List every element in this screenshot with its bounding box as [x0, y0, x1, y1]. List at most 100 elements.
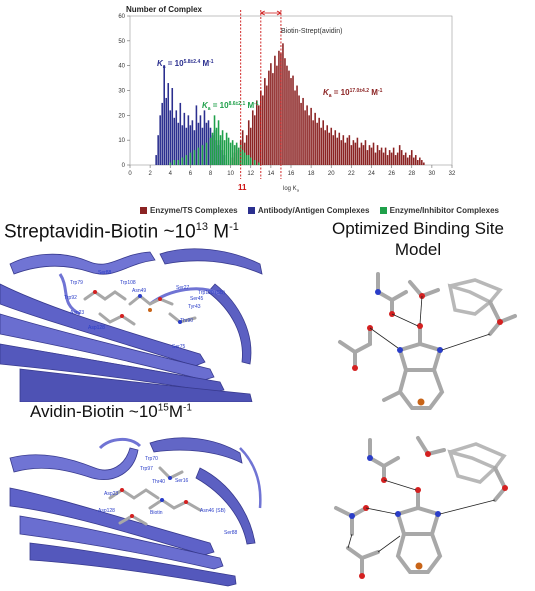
legend-item-enzyme-inhibitor: Enzyme/Inhibitor Complexes	[379, 206, 499, 215]
bar-antibody-antigen	[173, 117, 176, 165]
bar-enzyme-ts	[284, 58, 286, 165]
annotation-biotin-strept: Biotin-Strept(avidin)	[281, 28, 342, 35]
bar-antibody-antigen	[155, 155, 157, 165]
bar-antibody-antigen	[167, 83, 170, 165]
svg-text:Trp97: Trp97	[140, 466, 153, 472]
bar-enzyme-inhibitor	[197, 147, 200, 165]
bar-enzyme-ts	[419, 157, 421, 165]
bar-enzyme-inhibitor	[233, 145, 236, 165]
bar-enzyme-inhibitor	[223, 140, 226, 165]
bar-enzyme-ts	[406, 157, 409, 165]
bar-enzyme-ts	[370, 147, 373, 165]
bar-antibody-antigen	[165, 97, 168, 165]
bar-enzyme-ts	[362, 145, 365, 165]
svg-text:Trp120 (SB): Trp120 (SB)	[198, 290, 225, 296]
bar-enzyme-ts	[274, 55, 276, 165]
y-axis-title: Number of Complex	[126, 5, 203, 14]
x-tick-label: 10	[227, 171, 234, 177]
bar-enzyme-ts	[268, 70, 270, 165]
bar-enzyme-inhibitor	[221, 130, 224, 165]
bar-antibody-antigen	[177, 122, 180, 165]
bar-enzyme-ts	[368, 145, 371, 165]
bar-enzyme-ts	[314, 112, 316, 165]
bar-enzyme-ts	[264, 78, 266, 165]
x-tick-label: 2	[148, 171, 152, 177]
bar-enzyme-ts	[358, 147, 361, 165]
bar-enzyme-ts	[286, 65, 288, 165]
x-tick-label: 30	[429, 171, 436, 177]
svg-text:Asn46 (SB): Asn46 (SB)	[200, 508, 226, 514]
x-tick-label: 0	[128, 171, 132, 177]
svg-text:Trp92: Trp92	[64, 295, 77, 301]
bar-enzyme-ts	[253, 115, 256, 165]
bar-enzyme-ts	[417, 160, 419, 165]
bar-enzyme-ts	[272, 73, 274, 165]
avidin-beta-sheet-ribbons	[9, 437, 262, 587]
bar-enzyme-ts	[364, 140, 367, 165]
bar-enzyme-inhibitor	[173, 160, 176, 165]
legend-swatch-enzyme-inhibitor	[379, 207, 387, 214]
svg-text:Asn23: Asn23	[70, 310, 84, 316]
bar-antibody-antigen	[199, 115, 202, 165]
bar-enzyme-ts	[340, 140, 343, 165]
bar-enzyme-inhibitor	[247, 155, 250, 165]
bar-enzyme-ts	[412, 157, 415, 165]
avidin-biotin-title: Avidin-Biotin ~1015M-1	[30, 402, 192, 421]
bar-enzyme-inhibitor	[189, 152, 192, 165]
bar-enzyme-ts	[378, 150, 381, 165]
bar-enzyme-ts	[316, 122, 318, 165]
bar-enzyme-inhibitor	[193, 150, 196, 165]
bar-enzyme-ts	[282, 43, 284, 165]
y-tick-label: 20	[118, 113, 125, 119]
bar-enzyme-inhibitor	[237, 147, 240, 165]
streptavidin-residue-labels: Ser88 Trp79 Trp92 Trp108 Asn23 Ser27 Ser…	[64, 270, 225, 350]
legend-label-enzyme-ts: Enzyme/TS Complexes	[150, 206, 238, 215]
streptavidin-structure: Ser88 Trp79 Trp92 Trp108 Asn23 Ser27 Ser…	[0, 248, 263, 402]
bar-enzyme-ts	[292, 75, 294, 165]
bar-antibody-antigen	[181, 125, 184, 165]
bar-enzyme-ts	[302, 97, 304, 165]
y-tick-label: 30	[118, 89, 125, 95]
svg-text:Tyr43: Tyr43	[188, 304, 201, 310]
legend-label-antibody-antigen: Antibody/Antigen Complexes	[257, 206, 370, 215]
legend-item-enzyme-ts: Enzyme/TS Complexes	[140, 206, 238, 215]
bar-enzyme-ts	[260, 90, 262, 165]
svg-text:Trp70: Trp70	[145, 456, 158, 462]
legend-swatch-antibody-antigen	[247, 207, 255, 214]
bar-enzyme-inhibitor	[181, 157, 184, 165]
bar-enzyme-ts	[326, 125, 329, 165]
bar-antibody-antigen	[179, 102, 182, 165]
bar-enzyme-ts	[360, 142, 363, 165]
bar-enzyme-ts	[350, 145, 353, 165]
y-tick-label: 50	[118, 39, 125, 45]
bar-antibody-antigen	[203, 110, 206, 165]
bar-enzyme-inhibitor	[231, 140, 234, 165]
annotation-reference-11: 11	[238, 183, 247, 192]
bar-enzyme-ts	[384, 147, 387, 165]
bar-enzyme-ts	[366, 150, 369, 165]
svg-text:Ser45: Ser45	[190, 296, 204, 302]
svg-text:Ser75: Ser75	[172, 344, 186, 350]
bar-enzyme-ts	[334, 130, 337, 165]
bar-antibody-antigen	[189, 125, 192, 165]
bar-antibody-antigen	[159, 115, 161, 165]
x-tick-label: 4	[169, 171, 173, 177]
chart-legend: Enzyme/TS Complexes Antibody/Antigen Com…	[140, 206, 530, 215]
bar-enzyme-inhibitor	[258, 162, 260, 165]
bar-enzyme-ts	[336, 137, 339, 165]
annotation-enzyme-ts-ka: Ka = 1017.0±4.2 M-1	[323, 88, 383, 99]
svg-text:Asn49: Asn49	[132, 288, 146, 294]
bar-enzyme-inhibitor	[215, 127, 218, 165]
bar-enzyme-ts	[256, 100, 258, 165]
bar-enzyme-ts	[290, 78, 292, 165]
bar-enzyme-ts	[278, 50, 280, 166]
bar-enzyme-ts	[356, 137, 359, 165]
bar-antibody-antigen	[157, 135, 159, 165]
bar-enzyme-inhibitor	[201, 145, 204, 165]
legend-item-antibody-antigen: Antibody/Antigen Complexes	[247, 206, 370, 215]
legend-label-enzyme-inhibitor: Enzyme/Inhibitor Complexes	[389, 206, 499, 215]
bar-enzyme-ts	[394, 155, 397, 165]
bar-enzyme-ts	[332, 135, 335, 165]
bar-antibody-antigen	[207, 120, 210, 165]
bar-enzyme-ts	[304, 110, 306, 165]
